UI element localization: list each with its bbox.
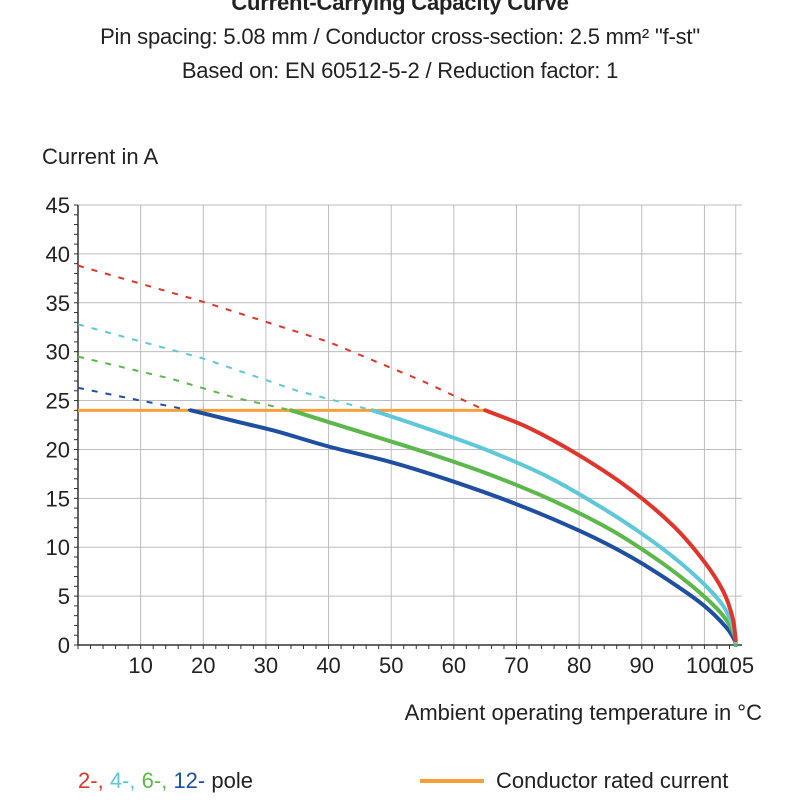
x-tick-label: 30 bbox=[254, 653, 278, 678]
x-tick-label: 50 bbox=[379, 653, 403, 678]
y-axis-label: Current in A bbox=[42, 144, 159, 169]
x-tick-label: 100 bbox=[686, 653, 723, 678]
y-tick-label: 45 bbox=[46, 193, 70, 218]
x-axis-label: Ambient operating temperature in °C bbox=[404, 700, 762, 725]
y-tick-label: 20 bbox=[46, 437, 70, 462]
x-tick-label: 80 bbox=[567, 653, 591, 678]
y-tick-label: 35 bbox=[46, 291, 70, 316]
chart-subtitle-spacing: Pin spacing: 5.08 mm / Conductor cross-s… bbox=[100, 24, 700, 49]
y-tick-label: 30 bbox=[46, 340, 70, 365]
pole-legend: 2-, 4-, 6-, 12- pole bbox=[78, 768, 253, 794]
legend-sep-2: , bbox=[129, 768, 136, 793]
y-tick-label: 25 bbox=[46, 389, 70, 414]
y-tick-label: 5 bbox=[58, 584, 70, 609]
series-p2-pole-dashed bbox=[77, 264, 486, 412]
chart-title: Current-Carrying Capacity Curve bbox=[231, 0, 569, 15]
x-tick-label: 20 bbox=[191, 653, 215, 678]
series-p2-pole-solid bbox=[483, 408, 738, 643]
series-p4-pole-dashed bbox=[77, 323, 373, 412]
legend-pole-suffix: pole bbox=[211, 768, 253, 793]
chart-subtitle-standard: Based on: EN 60512-5-2 / Reduction facto… bbox=[181, 58, 619, 83]
x-tick-label: 40 bbox=[316, 653, 340, 678]
x-tick-label: 105 bbox=[717, 653, 754, 678]
rated-current-legend: Conductor rated current bbox=[420, 768, 728, 794]
series-p4-pole-solid bbox=[370, 408, 738, 645]
series-p6-pole-dashed bbox=[77, 355, 292, 412]
x-tick-label: 10 bbox=[128, 653, 152, 678]
legend-4-pole: 4- bbox=[109, 768, 130, 793]
legend-sep-1: , bbox=[97, 768, 104, 793]
legend-sep-3: , bbox=[161, 768, 168, 793]
x-tick-label: 70 bbox=[504, 653, 528, 678]
x-tick-label: 60 bbox=[442, 653, 466, 678]
y-tick-label: 40 bbox=[46, 242, 70, 267]
series-p12-pole-dashed bbox=[77, 386, 191, 412]
series-p12-pole-solid bbox=[188, 408, 738, 647]
rated-current-swatch bbox=[420, 779, 484, 783]
legend-6-pole: 6- bbox=[141, 768, 162, 793]
y-tick-label: 0 bbox=[58, 633, 70, 658]
series-p6-pole-solid bbox=[289, 408, 738, 647]
x-tick-label: 90 bbox=[630, 653, 654, 678]
y-tick-label: 15 bbox=[46, 486, 70, 511]
rated-current-label: Conductor rated current bbox=[496, 768, 729, 793]
legend-12-pole: 12- bbox=[173, 768, 206, 793]
y-tick-label: 10 bbox=[46, 535, 70, 560]
chart-header: Current-Carrying Capacity Curve Pin spac… bbox=[0, 0, 800, 88]
legend-2-pole: 2- bbox=[78, 768, 98, 793]
